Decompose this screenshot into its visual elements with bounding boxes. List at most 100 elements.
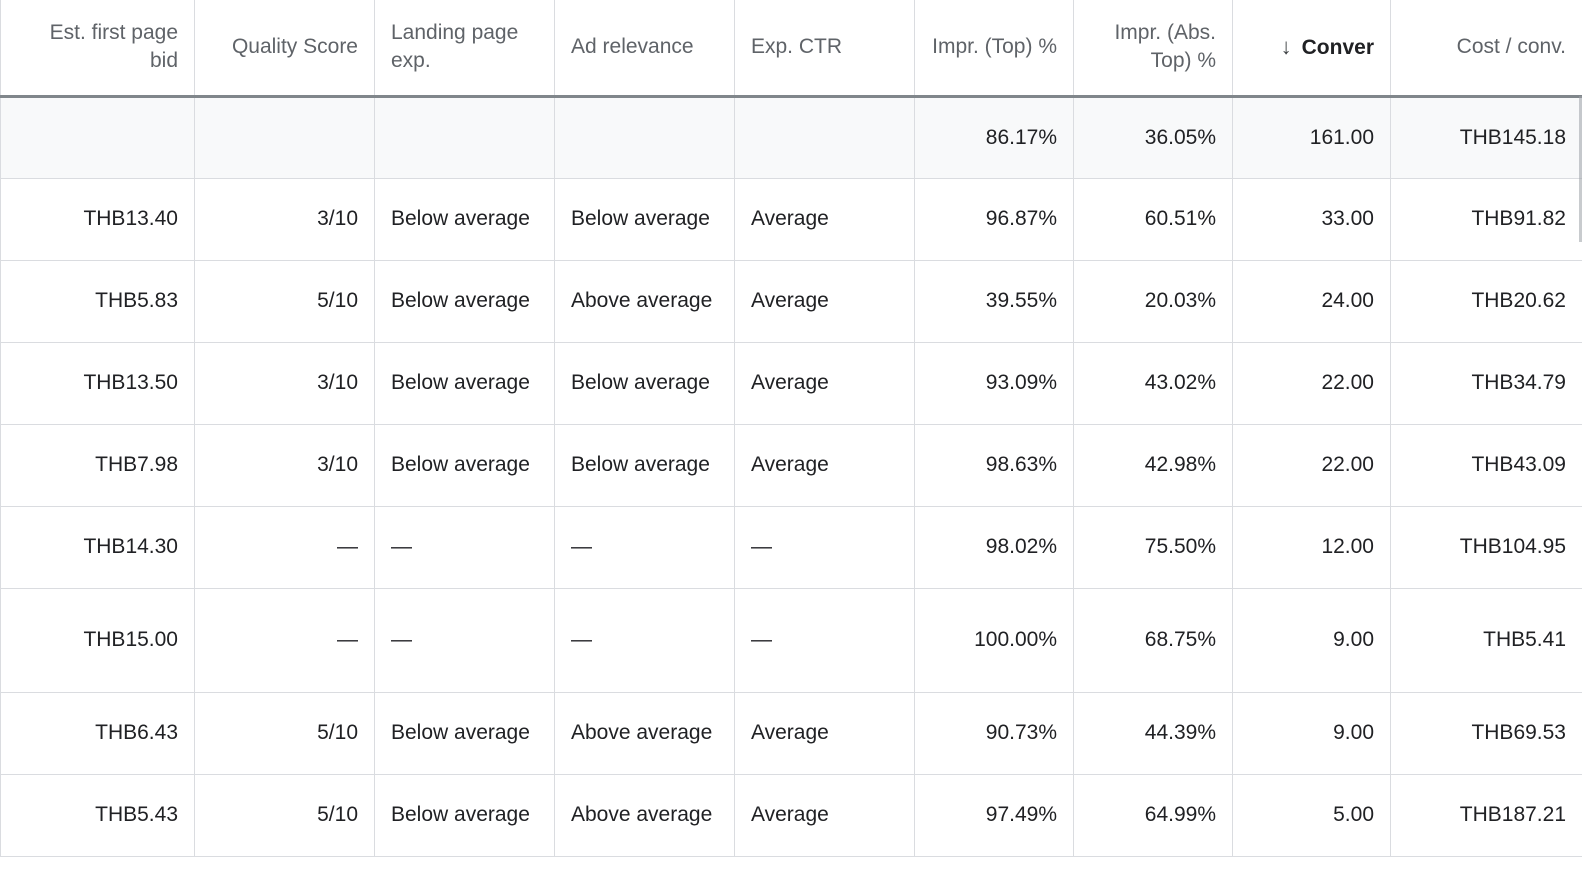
cell-impr-top: 98.63% bbox=[914, 424, 1074, 507]
cell-landing-page-exp: Below average bbox=[374, 424, 555, 507]
total-quality-score bbox=[194, 96, 375, 179]
cell-landing-page-exp: Below average bbox=[374, 178, 555, 261]
table-row[interactable]: THB5.43 5/10 Below average Above average Ave… bbox=[0, 774, 1582, 857]
cell-ad-relevance: — bbox=[554, 588, 735, 693]
total-ad-relevance bbox=[554, 96, 735, 179]
cell-ad-relevance: — bbox=[554, 506, 735, 589]
cell-est-first-page-bid: THB14.30 bbox=[0, 506, 195, 589]
cell-cost-per-conv: THB43.09 bbox=[1390, 424, 1582, 507]
cell-conversions: 24.00 bbox=[1232, 260, 1391, 343]
cell-impr-top: 97.49% bbox=[914, 774, 1074, 857]
cell-impr-abs-top: 64.99% bbox=[1073, 774, 1233, 857]
cell-quality-score: 5/10 bbox=[194, 260, 375, 343]
cell-ad-relevance: Above average bbox=[554, 260, 735, 343]
cell-cost-per-conv: THB104.95 bbox=[1390, 506, 1582, 589]
column-header-ad-relevance[interactable]: Ad relevance bbox=[554, 0, 735, 98]
table-row[interactable]: THB7.98 3/10 Below average Below average Ave… bbox=[0, 424, 1582, 507]
cell-conversions: 33.00 bbox=[1232, 178, 1391, 261]
cell-est-first-page-bid: THB5.83 bbox=[0, 260, 195, 343]
total-cost-per-conv: THB145.18 bbox=[1390, 96, 1582, 179]
cell-conversions: 5.00 bbox=[1232, 774, 1391, 857]
cell-impr-abs-top: 75.50% bbox=[1073, 506, 1233, 589]
total-bid bbox=[0, 96, 195, 179]
cell-exp-ctr: Average bbox=[734, 692, 915, 775]
cell-landing-page-exp: — bbox=[374, 506, 555, 589]
cell-est-first-page-bid: THB15.00 bbox=[0, 588, 195, 693]
cell-quality-score: 3/10 bbox=[194, 178, 375, 261]
cell-conversions: 22.00 bbox=[1232, 424, 1391, 507]
cell-landing-page-exp: Below average bbox=[374, 260, 555, 343]
cell-conversions: 12.00 bbox=[1232, 506, 1391, 589]
cell-quality-score: 3/10 bbox=[194, 342, 375, 425]
total-impr-top: 86.17% bbox=[914, 96, 1074, 179]
cell-est-first-page-bid: THB5.43 bbox=[0, 774, 195, 857]
column-header-est-first-page-bid[interactable]: Est. first page bid bbox=[0, 0, 195, 98]
cell-ad-relevance: Above average bbox=[554, 774, 735, 857]
cell-quality-score: 5/10 bbox=[194, 774, 375, 857]
cell-landing-page-exp: Below average bbox=[374, 692, 555, 775]
cell-conversions: 9.00 bbox=[1232, 692, 1391, 775]
table-row[interactable]: THB13.40 3/10 Below average Below average Av… bbox=[0, 178, 1582, 261]
cell-conversions: 22.00 bbox=[1232, 342, 1391, 425]
column-header-cost-per-conv[interactable]: Cost / conv. bbox=[1390, 0, 1582, 98]
column-header-conversions[interactable]: ↓ Conver bbox=[1232, 0, 1391, 98]
column-header-impr-top[interactable]: Impr. (Top) % bbox=[914, 0, 1074, 98]
table-row[interactable]: THB6.43 5/10 Below average Above average Ave… bbox=[0, 692, 1582, 775]
cell-quality-score: 3/10 bbox=[194, 424, 375, 507]
cell-landing-page-exp: — bbox=[374, 588, 555, 693]
cell-impr-top: 96.87% bbox=[914, 178, 1074, 261]
cell-exp-ctr: Average bbox=[734, 178, 915, 261]
cell-cost-per-conv: THB69.53 bbox=[1390, 692, 1582, 775]
cell-ad-relevance: Below average bbox=[554, 178, 735, 261]
cell-impr-top: 98.02% bbox=[914, 506, 1074, 589]
cell-ad-relevance: Below average bbox=[554, 424, 735, 507]
cell-quality-score: 5/10 bbox=[194, 692, 375, 775]
cell-impr-abs-top: 68.75% bbox=[1073, 588, 1233, 693]
total-exp-ctr bbox=[734, 96, 915, 179]
cell-exp-ctr: Average bbox=[734, 774, 915, 857]
cell-cost-per-conv: THB20.62 bbox=[1390, 260, 1582, 343]
cell-impr-top: 93.09% bbox=[914, 342, 1074, 425]
vertical-scrollbar[interactable] bbox=[1579, 96, 1582, 242]
cell-est-first-page-bid: THB7.98 bbox=[0, 424, 195, 507]
column-header-quality-score[interactable]: Quality Score bbox=[194, 0, 375, 98]
cell-est-first-page-bid: THB13.40 bbox=[0, 178, 195, 261]
cell-impr-top: 100.00% bbox=[914, 588, 1074, 693]
cell-cost-per-conv: THB34.79 bbox=[1390, 342, 1582, 425]
cell-cost-per-conv: THB5.41 bbox=[1390, 588, 1582, 693]
cell-exp-ctr: Average bbox=[734, 342, 915, 425]
table-header-row: Est. first page bid Quality Score Landin… bbox=[0, 0, 1582, 98]
cell-impr-abs-top: 20.03% bbox=[1073, 260, 1233, 343]
table-row[interactable]: THB15.00— — — —100.00% 68.75% 9.00 THB5.41 bbox=[0, 588, 1582, 693]
column-header-exp-ctr[interactable]: Exp. CTR bbox=[734, 0, 915, 98]
cell-impr-abs-top: 42.98% bbox=[1073, 424, 1233, 507]
cell-quality-score: — bbox=[194, 588, 375, 693]
cell-landing-page-exp: Below average bbox=[374, 342, 555, 425]
cell-impr-top: 39.55% bbox=[914, 260, 1074, 343]
total-row: 86.17% 36.05% 161.00 THB145.18 bbox=[0, 96, 1582, 179]
cell-landing-page-exp: Below average bbox=[374, 774, 555, 857]
column-header-impr-abs-top[interactable]: Impr. (Abs. Top) % bbox=[1073, 0, 1233, 98]
column-header-landing-page-exp[interactable]: Landing page exp. bbox=[374, 0, 555, 98]
cell-exp-ctr: — bbox=[734, 588, 915, 693]
cell-est-first-page-bid: THB6.43 bbox=[0, 692, 195, 775]
cell-ad-relevance: Below average bbox=[554, 342, 735, 425]
cell-cost-per-conv: THB91.82 bbox=[1390, 178, 1582, 261]
table-row[interactable]: THB5.83 5/10 Below average Above average Ave… bbox=[0, 260, 1582, 343]
total-landing-page-exp bbox=[374, 96, 555, 179]
cell-impr-abs-top: 44.39% bbox=[1073, 692, 1233, 775]
table-row[interactable]: THB14.30— — — —98.02% 75.50% 12.00 THB104.95 bbox=[0, 506, 1582, 589]
cell-ad-relevance: Above average bbox=[554, 692, 735, 775]
cell-est-first-page-bid: THB13.50 bbox=[0, 342, 195, 425]
keywords-table: Est. first page bid Quality Score Landin… bbox=[0, 0, 1582, 857]
arrow-down-icon: ↓ bbox=[1280, 33, 1292, 59]
total-impr-abs-top: 36.05% bbox=[1073, 96, 1233, 179]
cell-quality-score: — bbox=[194, 506, 375, 589]
cell-exp-ctr: Average bbox=[734, 260, 915, 343]
cell-impr-abs-top: 60.51% bbox=[1073, 178, 1233, 261]
cell-exp-ctr: — bbox=[734, 506, 915, 589]
cell-impr-abs-top: 43.02% bbox=[1073, 342, 1233, 425]
table-row[interactable]: THB13.50 3/10 Below average Below average Av… bbox=[0, 342, 1582, 425]
cell-impr-top: 90.73% bbox=[914, 692, 1074, 775]
